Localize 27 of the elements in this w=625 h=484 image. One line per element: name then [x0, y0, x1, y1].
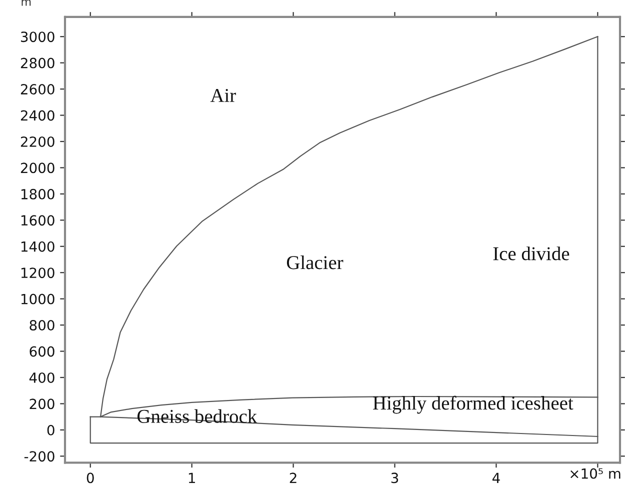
- y-tick-label: 1600: [21, 215, 54, 226]
- y-tick-label: 2200: [20, 136, 54, 147]
- y-tick-label: -200: [24, 451, 54, 462]
- x-tick-label: 0: [86, 472, 94, 484]
- x-tick-label: 1: [188, 472, 195, 483]
- annotation: Glacier: [286, 256, 344, 270]
- y-tick-label: 0: [47, 424, 54, 436]
- x-tick-label: 4: [492, 472, 500, 483]
- y-tick-label: 1800: [21, 188, 54, 200]
- y-tick-label: 800: [30, 320, 54, 331]
- y-tick-label: 1400: [21, 241, 54, 252]
- x-tick-label: 3: [391, 472, 398, 484]
- x-axis-title: ×10⁵ m: [570, 468, 620, 479]
- y-tick-label: 1200: [21, 268, 54, 278]
- y-tick-label: 2000: [20, 162, 54, 174]
- y-tick-label: 2600: [20, 84, 54, 95]
- annotation: Air: [210, 88, 236, 102]
- y-tick-label: 400: [29, 372, 54, 383]
- y-tick-label: 2400: [20, 110, 54, 121]
- annotation: Highly deformed icesheet: [373, 396, 574, 414]
- annotation: Ice divide: [493, 246, 570, 260]
- y-tick-label: 200: [30, 398, 54, 410]
- y-tick-label: 1000: [21, 294, 54, 304]
- y-tick-label: 3000: [20, 32, 54, 42]
- y-tick-label: 2800: [20, 58, 54, 68]
- x-tick-label: 2: [290, 472, 296, 483]
- y-tick-label: 600: [30, 346, 54, 357]
